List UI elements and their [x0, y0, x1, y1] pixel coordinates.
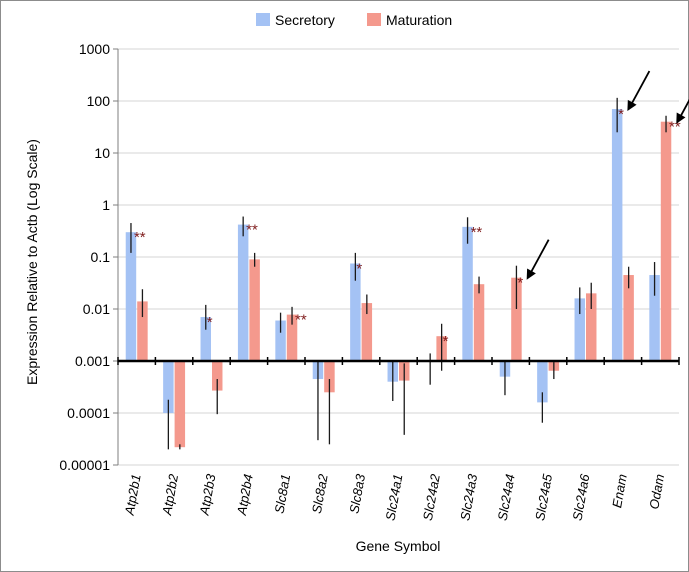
- x-tick-label-enam: Enam: [609, 473, 630, 509]
- significance-slc24a4: *: [517, 275, 523, 292]
- y-tick-label: 1: [102, 197, 110, 213]
- arrow-shaft: [629, 70, 651, 107]
- bar-maturation-atp2b2: [174, 361, 186, 448]
- y-tick-label: 0.00001: [59, 457, 110, 473]
- x-tick-label-atp2b3: Atp2b3: [196, 472, 218, 517]
- y-tick-label: 0.01: [83, 301, 110, 317]
- significance-atp2b3: *: [207, 314, 213, 331]
- bar-maturation-slc24a6: [586, 293, 597, 361]
- arrow-icon-enam: [627, 70, 651, 112]
- bar-maturation-slc8a1: [286, 314, 298, 361]
- bar-secretory-enam: [611, 109, 623, 361]
- legend-label-maturation: Maturation: [386, 12, 452, 28]
- x-axis-title: Gene Symbol: [356, 538, 441, 554]
- error-bars: [130, 97, 667, 450]
- bar-secretory-atp2b4: [237, 224, 249, 361]
- legend-swatch-maturation: [367, 13, 381, 26]
- bar-maturation-slc8a3: [361, 303, 373, 361]
- significance-markers: ***************: [134, 106, 681, 350]
- x-tick-label-atp2b2: Atp2b2: [159, 472, 181, 517]
- legend-label-secretory: Secretory: [275, 12, 335, 28]
- y-tick-labels: 1000 100 10 1 0.1 0.01 0.001 0.0001 0.00001: [59, 41, 110, 473]
- significance-slc8a1: **: [295, 312, 307, 329]
- bar-secretory-slc8a1: [275, 320, 286, 361]
- significance-slc24a3: **: [471, 224, 483, 241]
- bar-maturation-atp2b4: [249, 259, 260, 361]
- x-tick-label-atp2b1: Atp2b1: [122, 473, 144, 517]
- bar-secretory-slc24a5: [537, 361, 548, 403]
- bar-secretory-atp2b1: [125, 232, 137, 361]
- x-tick-label-atp2b4: Atp2b4: [234, 473, 256, 517]
- y-tick-label: 10: [94, 145, 110, 161]
- bar-secretory-slc8a3: [350, 263, 361, 361]
- x-tick-label-odam: Odam: [646, 473, 667, 511]
- significance-slc24a2: *: [443, 333, 449, 350]
- y-tick-label: 100: [87, 93, 111, 109]
- bar-maturation-slc24a3: [473, 284, 485, 361]
- arrow-head: [676, 112, 686, 124]
- bar-maturation-slc8a2: [324, 361, 335, 393]
- bar-secretory-odam: [649, 275, 660, 361]
- x-tick-labels: Atp2b1 Atp2b2 Atp2b3 Atp2b4 Slc8a1 Slc8a2 Slc8…: [122, 472, 668, 522]
- y-tick-label: 0.1: [91, 249, 111, 265]
- axes: [113, 48, 680, 466]
- significance-atp2b1: **: [134, 229, 146, 246]
- y-tick-label: 0.001: [75, 353, 110, 369]
- y-tick-label: 1000: [79, 41, 110, 57]
- x-tick-label-slc8a1: Slc8a1: [272, 473, 294, 515]
- significance-slc8a3: *: [356, 260, 362, 277]
- arrow-head: [627, 99, 637, 112]
- significance-enam: *: [618, 106, 624, 123]
- bar-maturation-odam: [660, 121, 672, 362]
- x-tick-label-slc8a3: Slc8a3: [346, 472, 368, 515]
- bar-secretory-atp2b3: [200, 317, 211, 361]
- legend-swatch-secretory: [256, 13, 270, 26]
- bar-maturation-atp2b1: [137, 301, 148, 361]
- x-tick-label-slc8a2: Slc8a2: [309, 472, 331, 515]
- significance-odam: **: [669, 119, 681, 136]
- arrow-shaft: [528, 239, 550, 276]
- bar-maturation-slc24a4: [511, 277, 522, 361]
- arrow-icon-slc24a4: [526, 239, 550, 280]
- legend: Secretory Maturation: [256, 12, 452, 28]
- bar-secretory-slc24a6: [574, 298, 585, 361]
- bar-maturation-enam: [623, 275, 634, 361]
- significance-atp2b4: **: [246, 222, 258, 239]
- bar-secretory-atp2b2: [163, 361, 174, 413]
- bar-secretory-slc24a3: [462, 226, 473, 361]
- bar-maturation-atp2b3: [212, 361, 223, 391]
- y-tick-label: 0.0001: [67, 405, 110, 421]
- y-axis-title: Expression Relative to Actb (Log Scale): [24, 139, 40, 385]
- arrow-head: [526, 268, 536, 280]
